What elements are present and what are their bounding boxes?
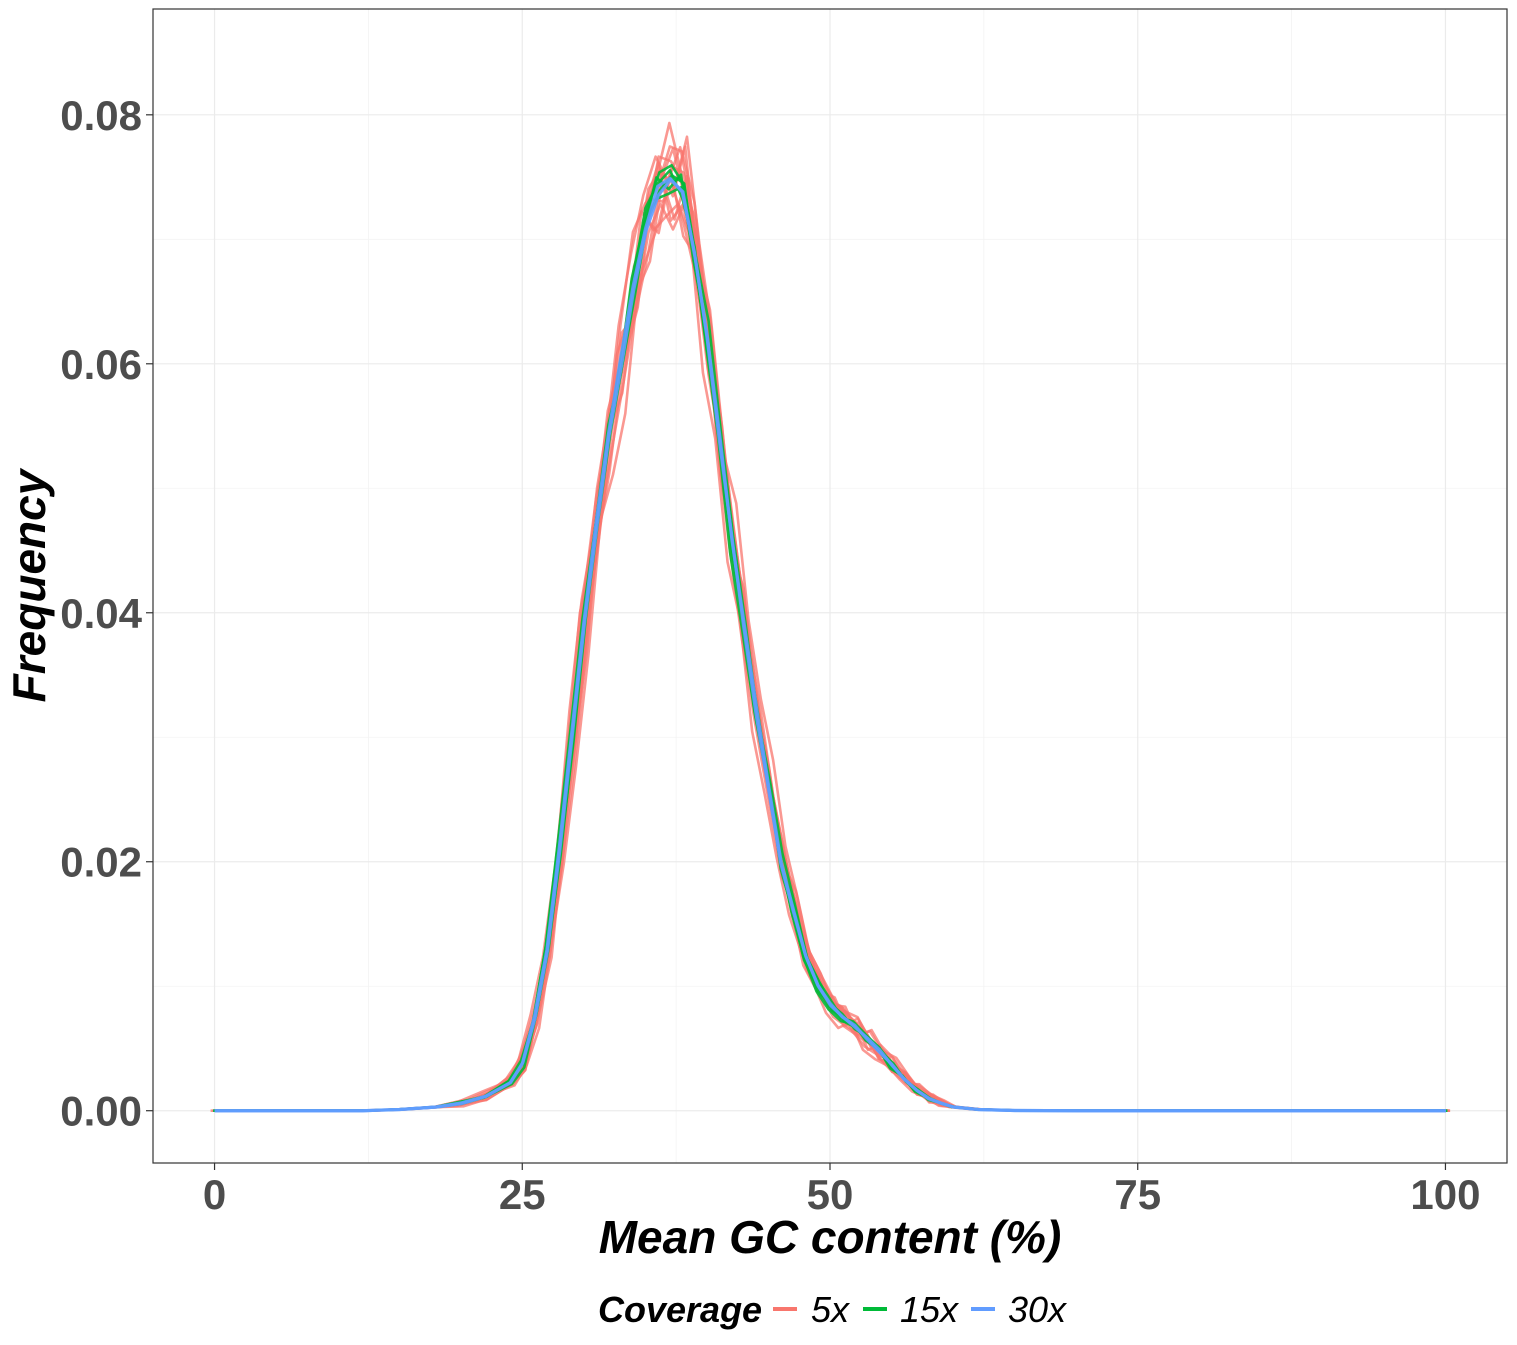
legend: Coverage 5x 15x 30x [598,1289,1068,1330]
legend-label-30x: 30x [1008,1289,1068,1330]
y-tick-label: 0.08 [60,92,142,139]
y-tick-label: 0.02 [60,839,142,886]
y-tick-label: 0.06 [60,341,142,388]
x-tick-label: 100 [1410,1171,1480,1218]
series-lines [210,121,1451,1113]
x-tick-label: 0 [203,1171,226,1218]
y-tick-label: 0.00 [60,1088,142,1135]
y-axis-title: Frequency [3,467,55,702]
x-tick-label: 75 [1114,1171,1161,1218]
series-line-30x [215,178,1447,1113]
x-tick-label: 25 [499,1171,546,1218]
y-axis-ticks: 0.00 0.02 0.04 0.06 0.08 [60,92,153,1135]
x-axis-title: Mean GC content (%) [599,1211,1062,1263]
y-tick-label: 0.04 [60,590,142,637]
x-tick-label: 50 [807,1171,854,1218]
legend-label-5x: 5x [811,1289,851,1330]
legend-title: Coverage [598,1289,762,1330]
legend-label-15x: 15x [900,1289,960,1330]
x-axis-ticks: 0 25 50 75 100 [203,1163,1480,1218]
